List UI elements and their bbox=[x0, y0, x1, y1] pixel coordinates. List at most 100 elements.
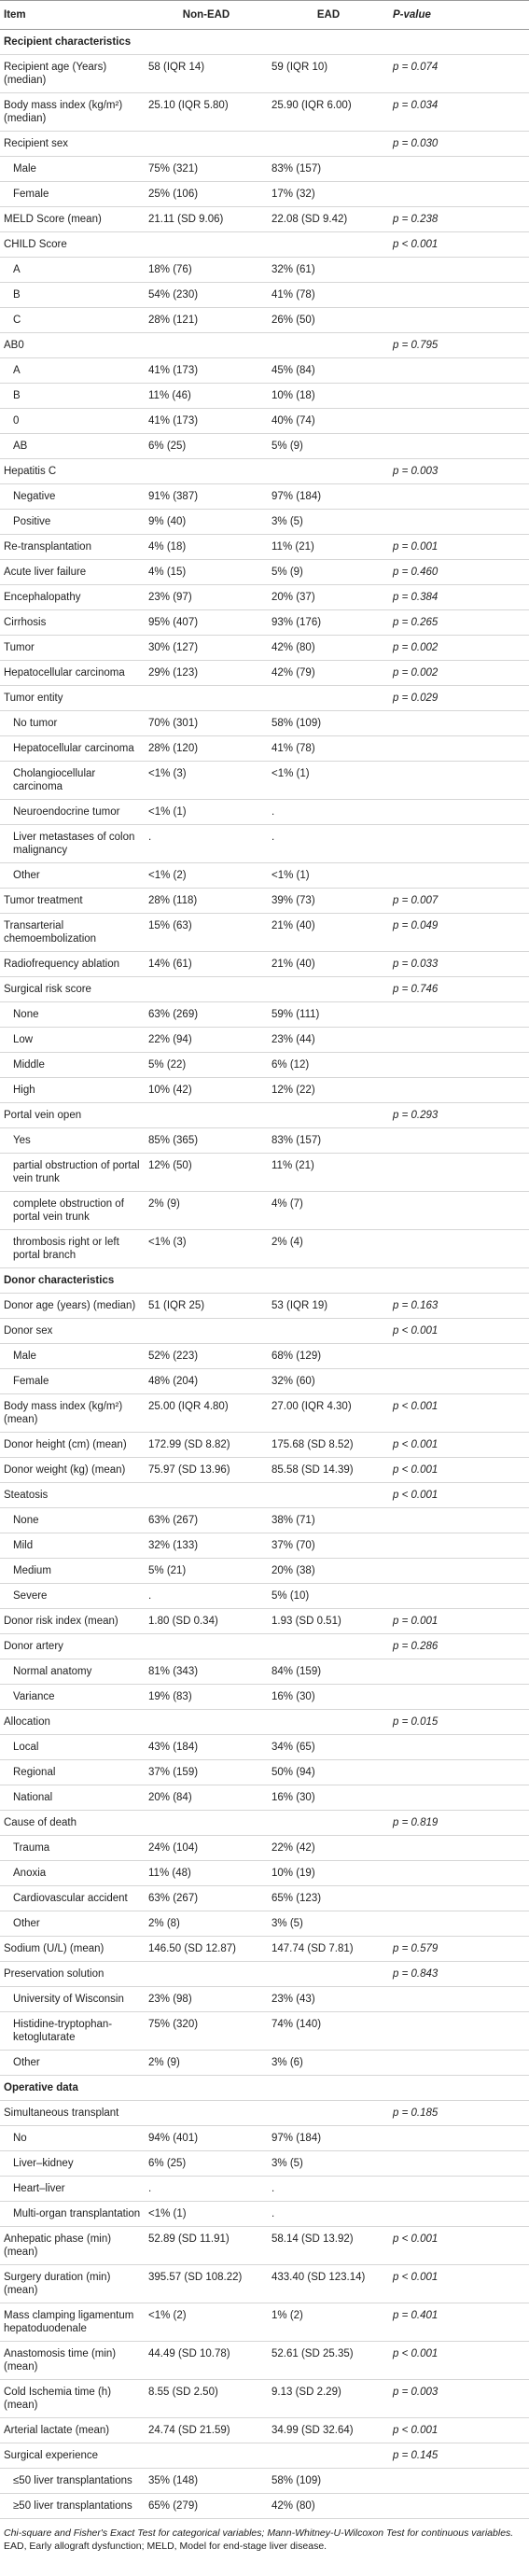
table-row: Tumor entity p = 0.029 bbox=[0, 685, 529, 711]
sub-row: University of Wisconsin 23% (98) 23% (43) bbox=[0, 1986, 529, 2012]
sub-row: Mild 32% (133) 37% (70) bbox=[0, 1533, 529, 1559]
table-cell: 83% (157) bbox=[268, 1127, 389, 1154]
table-row: Tumor treatment 28% (118) 39% (73) p = 0.00… bbox=[0, 888, 529, 914]
table-cell bbox=[389, 1343, 529, 1369]
table-cell bbox=[389, 710, 529, 736]
table-cell: Donor age (years) (median) bbox=[0, 1293, 145, 1319]
table-cell bbox=[389, 1001, 529, 1028]
table-cell: National bbox=[0, 1785, 145, 1811]
table-cell: 74% (140) bbox=[268, 2011, 389, 2051]
table-cell bbox=[389, 735, 529, 762]
table-cell: p = 0.049 bbox=[389, 913, 529, 952]
table-cell: 75% (320) bbox=[145, 2011, 268, 2051]
sub-row: Male 75% (321) 83% (157) bbox=[0, 156, 529, 182]
table-cell: p = 0.185 bbox=[389, 2100, 529, 2126]
table-cell: 17% (32) bbox=[268, 181, 389, 207]
table-cell: 23% (97) bbox=[145, 584, 268, 610]
table-row: Cold Ischemia time (h) (mean) 8.55 (SD 2.… bbox=[0, 2379, 529, 2418]
table-row: Allocation p = 0.015 bbox=[0, 1709, 529, 1735]
table-cell: Donor artery bbox=[0, 1633, 145, 1659]
table-cell bbox=[145, 1482, 268, 1508]
table-row: Transarterial chemoembolization 15% (63) 2… bbox=[0, 913, 529, 952]
table-cell bbox=[268, 1633, 389, 1659]
table-cell: 14% (61) bbox=[145, 951, 268, 977]
table-cell: p = 0.003 bbox=[389, 458, 529, 484]
table-cell: 5% (22) bbox=[145, 1052, 268, 1078]
table-cell bbox=[268, 1102, 389, 1128]
table-cell: <1% (3) bbox=[145, 1229, 268, 1268]
table-cell: 146.50 (SD 12.87) bbox=[145, 1936, 268, 1962]
table-cell bbox=[268, 1709, 389, 1735]
table-cell: p < 0.001 bbox=[389, 1318, 529, 1344]
table-row: Arterial lactate (mean) 24.74 (SD 21.59) 3… bbox=[0, 2417, 529, 2443]
sub-row: Female 48% (204) 32% (60) bbox=[0, 1368, 529, 1394]
table-cell: No tumor bbox=[0, 710, 145, 736]
header-cell: EAD bbox=[268, 0, 389, 30]
table-cell: 172.99 (SD 8.82) bbox=[145, 1432, 268, 1458]
table-cell bbox=[389, 1860, 529, 1886]
table-cell: 63% (269) bbox=[145, 1001, 268, 1028]
sub-row: B 54% (230) 41% (78) bbox=[0, 282, 529, 308]
table-cell: Recipient age (Years) (median) bbox=[0, 54, 145, 93]
table-cell: . bbox=[145, 1583, 268, 1609]
table-cell: 28% (120) bbox=[145, 735, 268, 762]
sub-row: ≥50 liver transplantations 65% (279) 42% (… bbox=[0, 2493, 529, 2519]
table-row: Donor weight (kg) (mean) 75.97 (SD 13.96)… bbox=[0, 1457, 529, 1483]
table-cell: p = 0.265 bbox=[389, 609, 529, 636]
table-cell: Low bbox=[0, 1027, 145, 1053]
table-cell: ≥50 liver transplantations bbox=[0, 2493, 145, 2519]
table-cell: 175.68 (SD 8.52) bbox=[268, 1432, 389, 1458]
table-cell: 12% (22) bbox=[268, 1077, 389, 1103]
table-cell bbox=[145, 1709, 268, 1735]
table-cell bbox=[389, 1659, 529, 1685]
sub-row: Variance 19% (83) 16% (30) bbox=[0, 1684, 529, 1710]
table-cell: Heart–liver bbox=[0, 2176, 145, 2202]
table-cell: p < 0.001 bbox=[389, 2226, 529, 2265]
table-cell bbox=[389, 1734, 529, 1760]
table-cell bbox=[389, 1191, 529, 1230]
table-cell: p = 0.029 bbox=[389, 685, 529, 711]
sub-row: Yes 85% (365) 83% (157) bbox=[0, 1127, 529, 1154]
table-cell: University of Wisconsin bbox=[0, 1986, 145, 2012]
sub-row: C 28% (121) 26% (50) bbox=[0, 307, 529, 333]
sub-row: National 20% (84) 16% (30) bbox=[0, 1785, 529, 1811]
table-cell: Tumor bbox=[0, 635, 145, 661]
table-cell: Multi-organ transplantation bbox=[0, 2201, 145, 2227]
table-cell: 20% (84) bbox=[145, 1785, 268, 1811]
table-cell: 25.10 (IQR 5.80) bbox=[145, 92, 268, 132]
table-cell: 2% (9) bbox=[145, 1191, 268, 1230]
table-cell: . bbox=[145, 824, 268, 863]
sub-row: Regional 37% (159) 50% (94) bbox=[0, 1759, 529, 1785]
table-cell: 59 (IQR 10) bbox=[268, 54, 389, 93]
table-cell: 9.13 (SD 2.29) bbox=[268, 2379, 389, 2418]
table-cell bbox=[389, 2176, 529, 2202]
table-cell: Sodium (U/L) (mean) bbox=[0, 1936, 145, 1962]
table-cell bbox=[268, 976, 389, 1002]
table-cell: 2% (8) bbox=[145, 1911, 268, 1937]
table-cell: 50% (94) bbox=[268, 1759, 389, 1785]
table-cell bbox=[145, 1961, 268, 1987]
table-cell: p = 0.293 bbox=[389, 1102, 529, 1128]
table-row: Surgical experience p = 0.145 bbox=[0, 2443, 529, 2469]
table-cell: 41% (173) bbox=[145, 408, 268, 434]
table-cell bbox=[389, 1684, 529, 1710]
table-body: Recipient characteristics Recipient age (… bbox=[0, 29, 529, 2519]
table-cell: <1% (2) bbox=[145, 2303, 268, 2342]
table-cell bbox=[389, 1533, 529, 1559]
table-cell: Donor height (cm) (mean) bbox=[0, 1432, 145, 1458]
table-row: Body mass index (kg/m²) (mean) 25.00 (IQR… bbox=[0, 1393, 529, 1433]
table-cell: <1% (1) bbox=[268, 761, 389, 800]
table-cell bbox=[145, 2100, 268, 2126]
table-row: Surgery duration (min) (mean) 395.57 (SD … bbox=[0, 2264, 529, 2303]
table-cell: complete obstruction of portal vein trun… bbox=[0, 1191, 145, 1230]
table-cell: Acute liver failure bbox=[0, 559, 145, 585]
table-cell: 34.99 (SD 32.64) bbox=[268, 2417, 389, 2443]
table-cell bbox=[389, 509, 529, 535]
table-cell: p = 0.002 bbox=[389, 635, 529, 661]
table-cell: Liver–kidney bbox=[0, 2150, 145, 2177]
table-cell: Tumor entity bbox=[0, 685, 145, 711]
table-cell: 75.97 (SD 13.96) bbox=[145, 1457, 268, 1483]
table-cell: <1% (1) bbox=[268, 862, 389, 889]
sub-row: complete obstruction of portal vein trun… bbox=[0, 1191, 529, 1230]
table-cell: 97% (184) bbox=[268, 483, 389, 510]
